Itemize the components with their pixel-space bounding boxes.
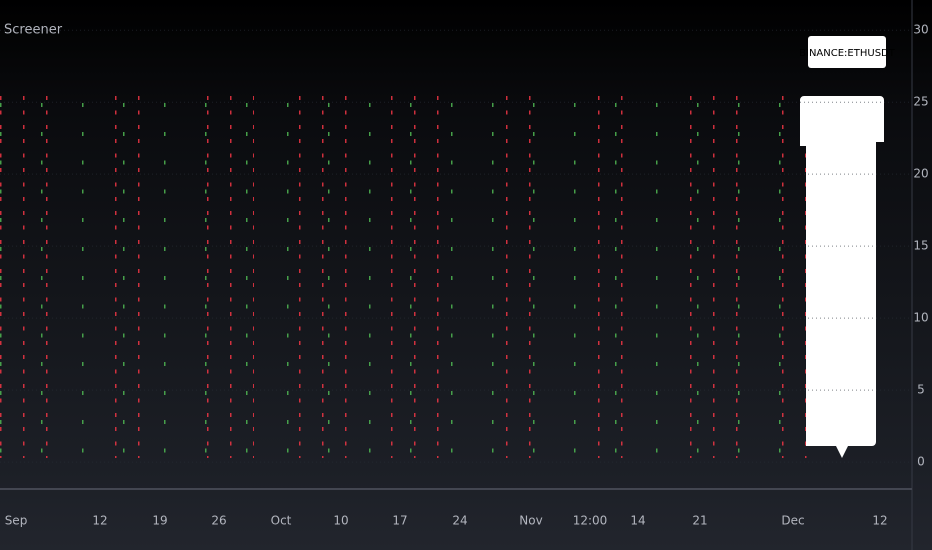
x-tick-label: Nov <box>519 514 542 528</box>
x-tick-label: 12:00 <box>573 514 608 528</box>
symbol-text: BINANCE:ETHUSDT <box>799 48 896 59</box>
x-tick-label: Sep <box>5 514 28 528</box>
y-tick-label: 5 <box>917 383 925 397</box>
x-tick-label: 14 <box>630 514 645 528</box>
x-tick-label: Oct <box>271 514 292 528</box>
x-tick-label: 17 <box>392 514 407 528</box>
y-tick-label: 15 <box>913 239 928 253</box>
chart-title: Screener <box>4 23 63 38</box>
x-tick-label: 10 <box>333 514 348 528</box>
x-tick-label: 26 <box>211 514 226 528</box>
label-stack <box>800 96 884 458</box>
y-tick-label: 0 <box>917 455 925 469</box>
x-tick-label: 12 <box>92 514 107 528</box>
x-tick-label: 19 <box>152 514 167 528</box>
x-tick-label: 12 <box>872 514 887 528</box>
y-tick-label: 25 <box>913 95 928 109</box>
y-tick-label: 10 <box>913 311 928 325</box>
y-tick-label: 20 <box>913 167 928 181</box>
y-tick-label: 30 <box>913 23 928 37</box>
symbol-label <box>808 36 886 68</box>
signal-field <box>0 96 810 458</box>
x-tick-label: 24 <box>452 514 467 528</box>
x-tick-label: 21 <box>692 514 707 528</box>
x-tick-label: Dec <box>781 514 804 528</box>
